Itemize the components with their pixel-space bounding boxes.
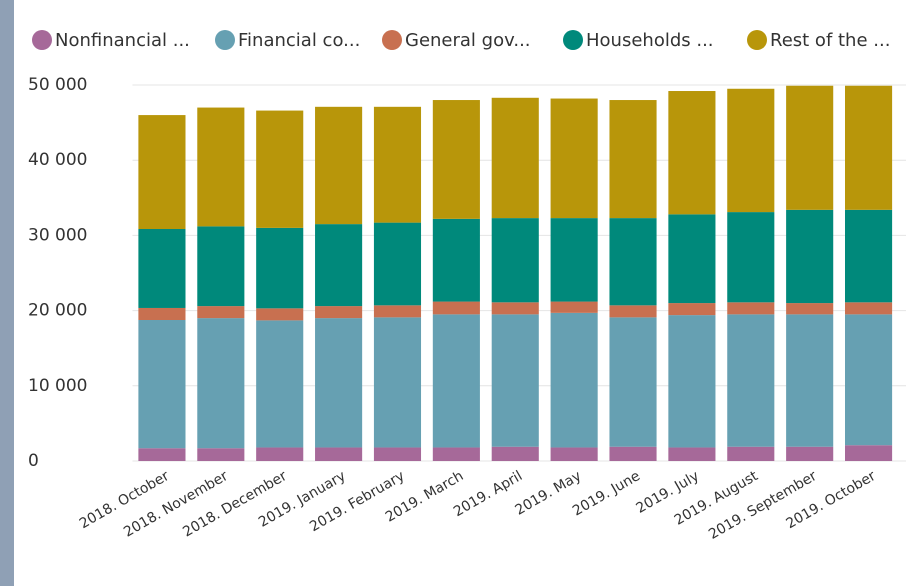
bar-segment <box>845 85 893 210</box>
bar-segment <box>491 97 539 219</box>
bar-segment <box>256 227 304 309</box>
bar-segment <box>491 446 539 461</box>
bar-segment <box>315 224 363 307</box>
bar-segment <box>197 318 245 449</box>
bar-segment <box>373 447 422 461</box>
legend-label: Rest of the ... <box>770 30 890 51</box>
x-tick-label: 2018. November <box>121 468 231 541</box>
bar-segment <box>432 100 480 219</box>
bar-segment <box>668 91 716 215</box>
bar-segment <box>373 305 422 318</box>
bar-segment <box>197 306 245 319</box>
bar-segment <box>786 209 834 304</box>
bar-segment <box>727 314 775 447</box>
bar-segment <box>786 85 834 210</box>
bar-segment <box>845 209 893 303</box>
bar-segment <box>432 218 480 302</box>
bar-segment <box>315 318 363 448</box>
legend-label: Households ... <box>586 30 714 51</box>
bar-segment <box>786 303 834 315</box>
x-tick-label: 2019. June <box>570 468 643 519</box>
bar-segment <box>432 447 480 461</box>
bar-segment <box>609 317 657 447</box>
legend-swatch <box>747 30 767 50</box>
bar-segment <box>197 226 245 307</box>
y-tick-label: 40 000 <box>28 150 87 170</box>
bar-segment <box>668 447 716 461</box>
bar-segment <box>786 314 834 447</box>
bar-segment <box>550 312 598 448</box>
bar-segment <box>845 314 893 446</box>
legend-label: Nonfinancial ... <box>55 30 190 51</box>
x-tick-label: 2018. December <box>180 468 290 541</box>
bar-segment <box>432 314 480 448</box>
bar-segment <box>668 214 716 304</box>
legend-swatch <box>32 30 52 50</box>
bar-segment <box>727 88 775 213</box>
bar-segment <box>550 98 598 219</box>
bar-segment <box>197 448 245 461</box>
bar-segment <box>727 446 775 461</box>
bar-segment <box>373 106 422 223</box>
bar-segment <box>138 307 186 320</box>
legend-label: General gov... <box>405 30 531 51</box>
bar-segment <box>491 218 539 303</box>
bar-segment <box>432 301 480 315</box>
bar-segment <box>845 445 893 461</box>
bar-segment <box>550 301 598 313</box>
bar-segment <box>138 229 186 308</box>
y-tick-label: 10 000 <box>28 376 87 396</box>
bar-segment <box>138 448 186 461</box>
bar-segment <box>138 320 186 449</box>
bar-segment <box>256 308 304 321</box>
bar-segment <box>256 320 304 448</box>
bar-segment <box>668 315 716 448</box>
bar-segment <box>256 447 304 461</box>
y-tick-label: 20 000 <box>28 301 87 321</box>
x-tick-label: 2019. September <box>706 468 820 543</box>
bar-segment <box>609 305 657 318</box>
bar-segment <box>373 222 422 306</box>
bar-segment <box>550 447 598 461</box>
legend-swatch <box>215 30 235 50</box>
legend-swatch <box>563 30 583 50</box>
bar-segment <box>668 303 716 316</box>
bar-segment <box>491 302 539 315</box>
bar-segment <box>609 446 657 461</box>
bar-segment <box>256 110 304 228</box>
bar-segment <box>373 317 422 448</box>
y-tick-label: 0 <box>28 451 39 471</box>
side-bar <box>0 0 14 586</box>
y-tick-label: 30 000 <box>28 225 87 245</box>
bar-segment <box>845 302 893 315</box>
bar-segment <box>727 212 775 303</box>
legend-swatch <box>382 30 402 50</box>
bar-segment <box>609 218 657 306</box>
bar-segment <box>609 100 657 219</box>
bar-segment <box>550 218 598 302</box>
bar-segment <box>491 314 539 447</box>
bar-segment <box>138 115 186 230</box>
bar-segment <box>727 302 775 315</box>
y-tick-label: 50 000 <box>28 75 87 95</box>
bar-segment <box>315 447 363 461</box>
bar-segment <box>197 107 245 227</box>
bar-segment <box>315 106 363 225</box>
bar-segment <box>315 306 363 319</box>
legend-label: Financial co... <box>238 30 360 51</box>
bar-segment <box>786 446 834 461</box>
